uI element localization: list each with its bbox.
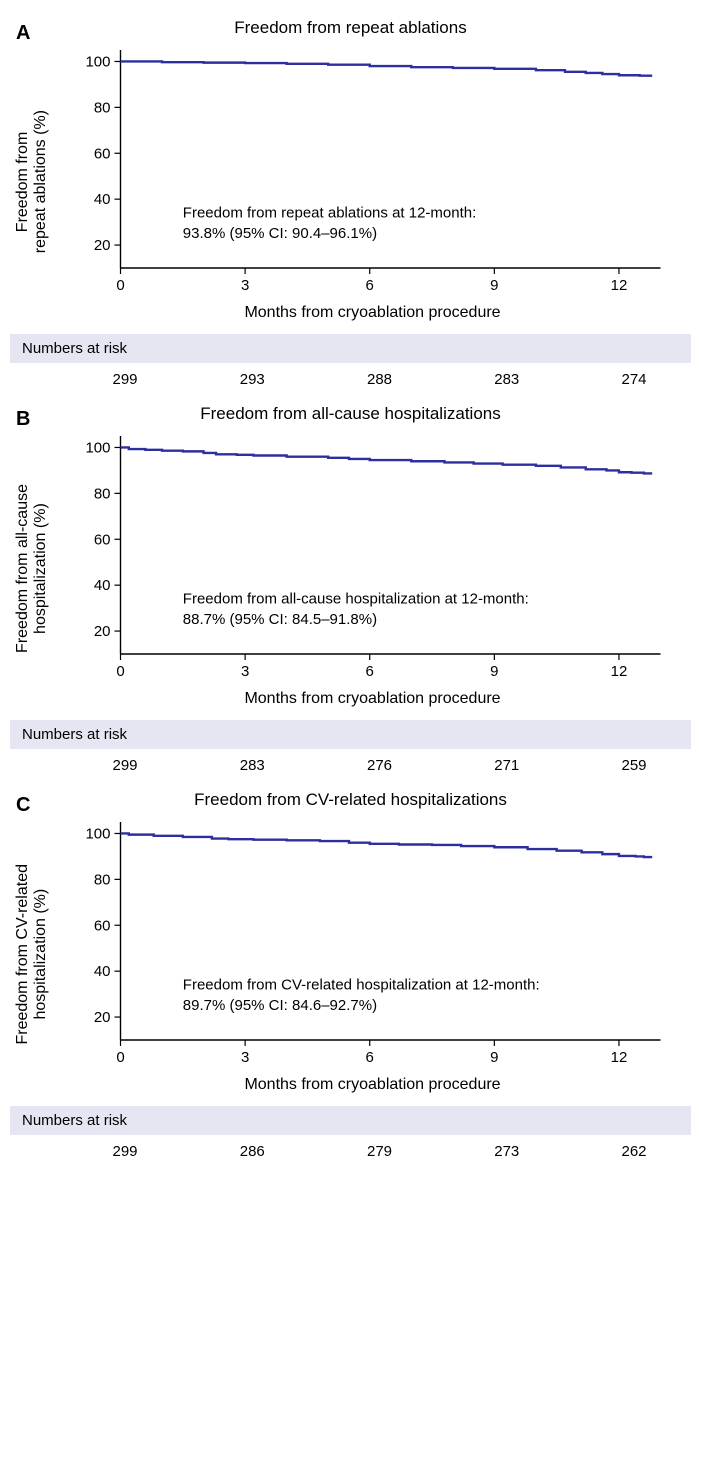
chart-title: Freedom from all-cause hospitalizations xyxy=(10,404,691,424)
x-tick-label: 12 xyxy=(611,277,628,294)
y-tick-label: 80 xyxy=(94,485,111,502)
x-tick-label: 6 xyxy=(366,1049,374,1066)
y-tick-label: 100 xyxy=(85,825,110,842)
annotation-line2: 88.7% (95% CI: 84.5–91.8%) xyxy=(183,611,377,628)
annotation-line2: 89.7% (95% CI: 84.6–92.7%) xyxy=(183,997,377,1014)
numbers-at-risk-row: 299 293 288 283 274 xyxy=(10,363,691,396)
x-tick-label: 12 xyxy=(611,663,628,680)
annotation-line1: Freedom from CV-related hospitalization … xyxy=(183,977,540,994)
y-tick-label: 40 xyxy=(94,191,111,208)
y-tick-label: 80 xyxy=(94,871,111,888)
x-axis-label: Months from cryoablation procedure xyxy=(54,1076,691,1094)
y-tick-label: 40 xyxy=(94,963,111,980)
km-plot: 20 40 60 80 100 0 3 6 9 12 Freedom from CV-related… xyxy=(54,814,691,1074)
numbers-at-risk-row: 299 286 279 273 262 xyxy=(10,1135,691,1168)
x-tick-label: 0 xyxy=(116,277,124,294)
y-tick-label: 20 xyxy=(94,237,111,254)
panel-a: AFreedom from repeat ablations Freedom fr… xyxy=(10,18,691,396)
numbers-at-risk-header: Numbers at risk xyxy=(10,720,691,749)
chart-title: Freedom from CV-related hospitalizations xyxy=(10,790,691,810)
risk-value: 276 xyxy=(355,757,405,774)
numbers-at-risk-header: Numbers at risk xyxy=(10,334,691,363)
risk-value: 273 xyxy=(482,1143,532,1160)
x-tick-label: 0 xyxy=(116,663,124,680)
risk-value: 299 xyxy=(100,1143,150,1160)
x-tick-label: 3 xyxy=(241,277,249,294)
km-plot: 20 40 60 80 100 0 3 6 9 12 Freedom from all-cause … xyxy=(54,428,691,688)
y-tick-label: 100 xyxy=(85,439,110,456)
y-tick-label: 100 xyxy=(85,53,110,70)
panel-letter: C xyxy=(16,794,30,817)
y-axis-label: Freedom from all-causehospitalization (%… xyxy=(10,484,54,653)
risk-value: 299 xyxy=(100,371,150,388)
y-tick-label: 40 xyxy=(94,577,111,594)
x-tick-label: 3 xyxy=(241,663,249,680)
annotation-line1: Freedom from all-cause hospitalization a… xyxy=(183,591,529,608)
risk-value: 286 xyxy=(227,1143,277,1160)
km-curve xyxy=(121,447,653,473)
y-tick-label: 60 xyxy=(94,145,111,162)
panel-letter: A xyxy=(16,22,30,45)
risk-value: 259 xyxy=(609,757,659,774)
x-tick-label: 6 xyxy=(366,277,374,294)
y-tick-label: 60 xyxy=(94,531,111,548)
panel-c: CFreedom from CV-related hospitalization… xyxy=(10,790,691,1168)
x-axis-label: Months from cryoablation procedure xyxy=(54,304,691,322)
risk-value: 283 xyxy=(227,757,277,774)
risk-value: 299 xyxy=(100,757,150,774)
risk-value: 262 xyxy=(609,1143,659,1160)
x-tick-label: 6 xyxy=(366,663,374,680)
y-tick-label: 20 xyxy=(94,1009,111,1026)
risk-value: 293 xyxy=(227,371,277,388)
y-axis-label: Freedom fromrepeat ablations (%) xyxy=(10,110,54,253)
km-curve xyxy=(121,833,653,857)
risk-value: 283 xyxy=(482,371,532,388)
chart-box: Freedom from CV-relatedhospitalization (… xyxy=(10,814,691,1094)
x-tick-label: 3 xyxy=(241,1049,249,1066)
annotation-line1: Freedom from repeat ablations at 12-mont… xyxy=(183,205,476,222)
x-tick-label: 9 xyxy=(490,663,498,680)
x-axis-label: Months from cryoablation procedure xyxy=(54,690,691,708)
risk-value: 274 xyxy=(609,371,659,388)
risk-value: 279 xyxy=(355,1143,405,1160)
chart-box: Freedom fromrepeat ablations (%)20406080… xyxy=(10,42,691,322)
annotation-line2: 93.8% (95% CI: 90.4–96.1%) xyxy=(183,225,377,242)
chart-box: Freedom from all-causehospitalization (%… xyxy=(10,428,691,708)
x-tick-label: 9 xyxy=(490,1049,498,1066)
km-plot: 20 40 60 80 100 0 3 6 9 12 Freedom from repeat abl… xyxy=(54,42,691,302)
y-tick-label: 80 xyxy=(94,99,111,116)
y-axis-label: Freedom from CV-relatedhospitalization (… xyxy=(10,864,54,1045)
x-tick-label: 0 xyxy=(116,1049,124,1066)
numbers-at-risk-row: 299 283 276 271 259 xyxy=(10,749,691,782)
y-tick-label: 60 xyxy=(94,917,111,934)
y-tick-label: 20 xyxy=(94,623,111,640)
panel-b: BFreedom from all-cause hospitalizations… xyxy=(10,404,691,782)
x-tick-label: 9 xyxy=(490,277,498,294)
risk-value: 288 xyxy=(355,371,405,388)
chart-title: Freedom from repeat ablations xyxy=(10,18,691,38)
panel-letter: B xyxy=(16,408,30,431)
risk-value: 271 xyxy=(482,757,532,774)
x-tick-label: 12 xyxy=(611,1049,628,1066)
numbers-at-risk-header: Numbers at risk xyxy=(10,1106,691,1135)
km-curve xyxy=(121,61,653,75)
